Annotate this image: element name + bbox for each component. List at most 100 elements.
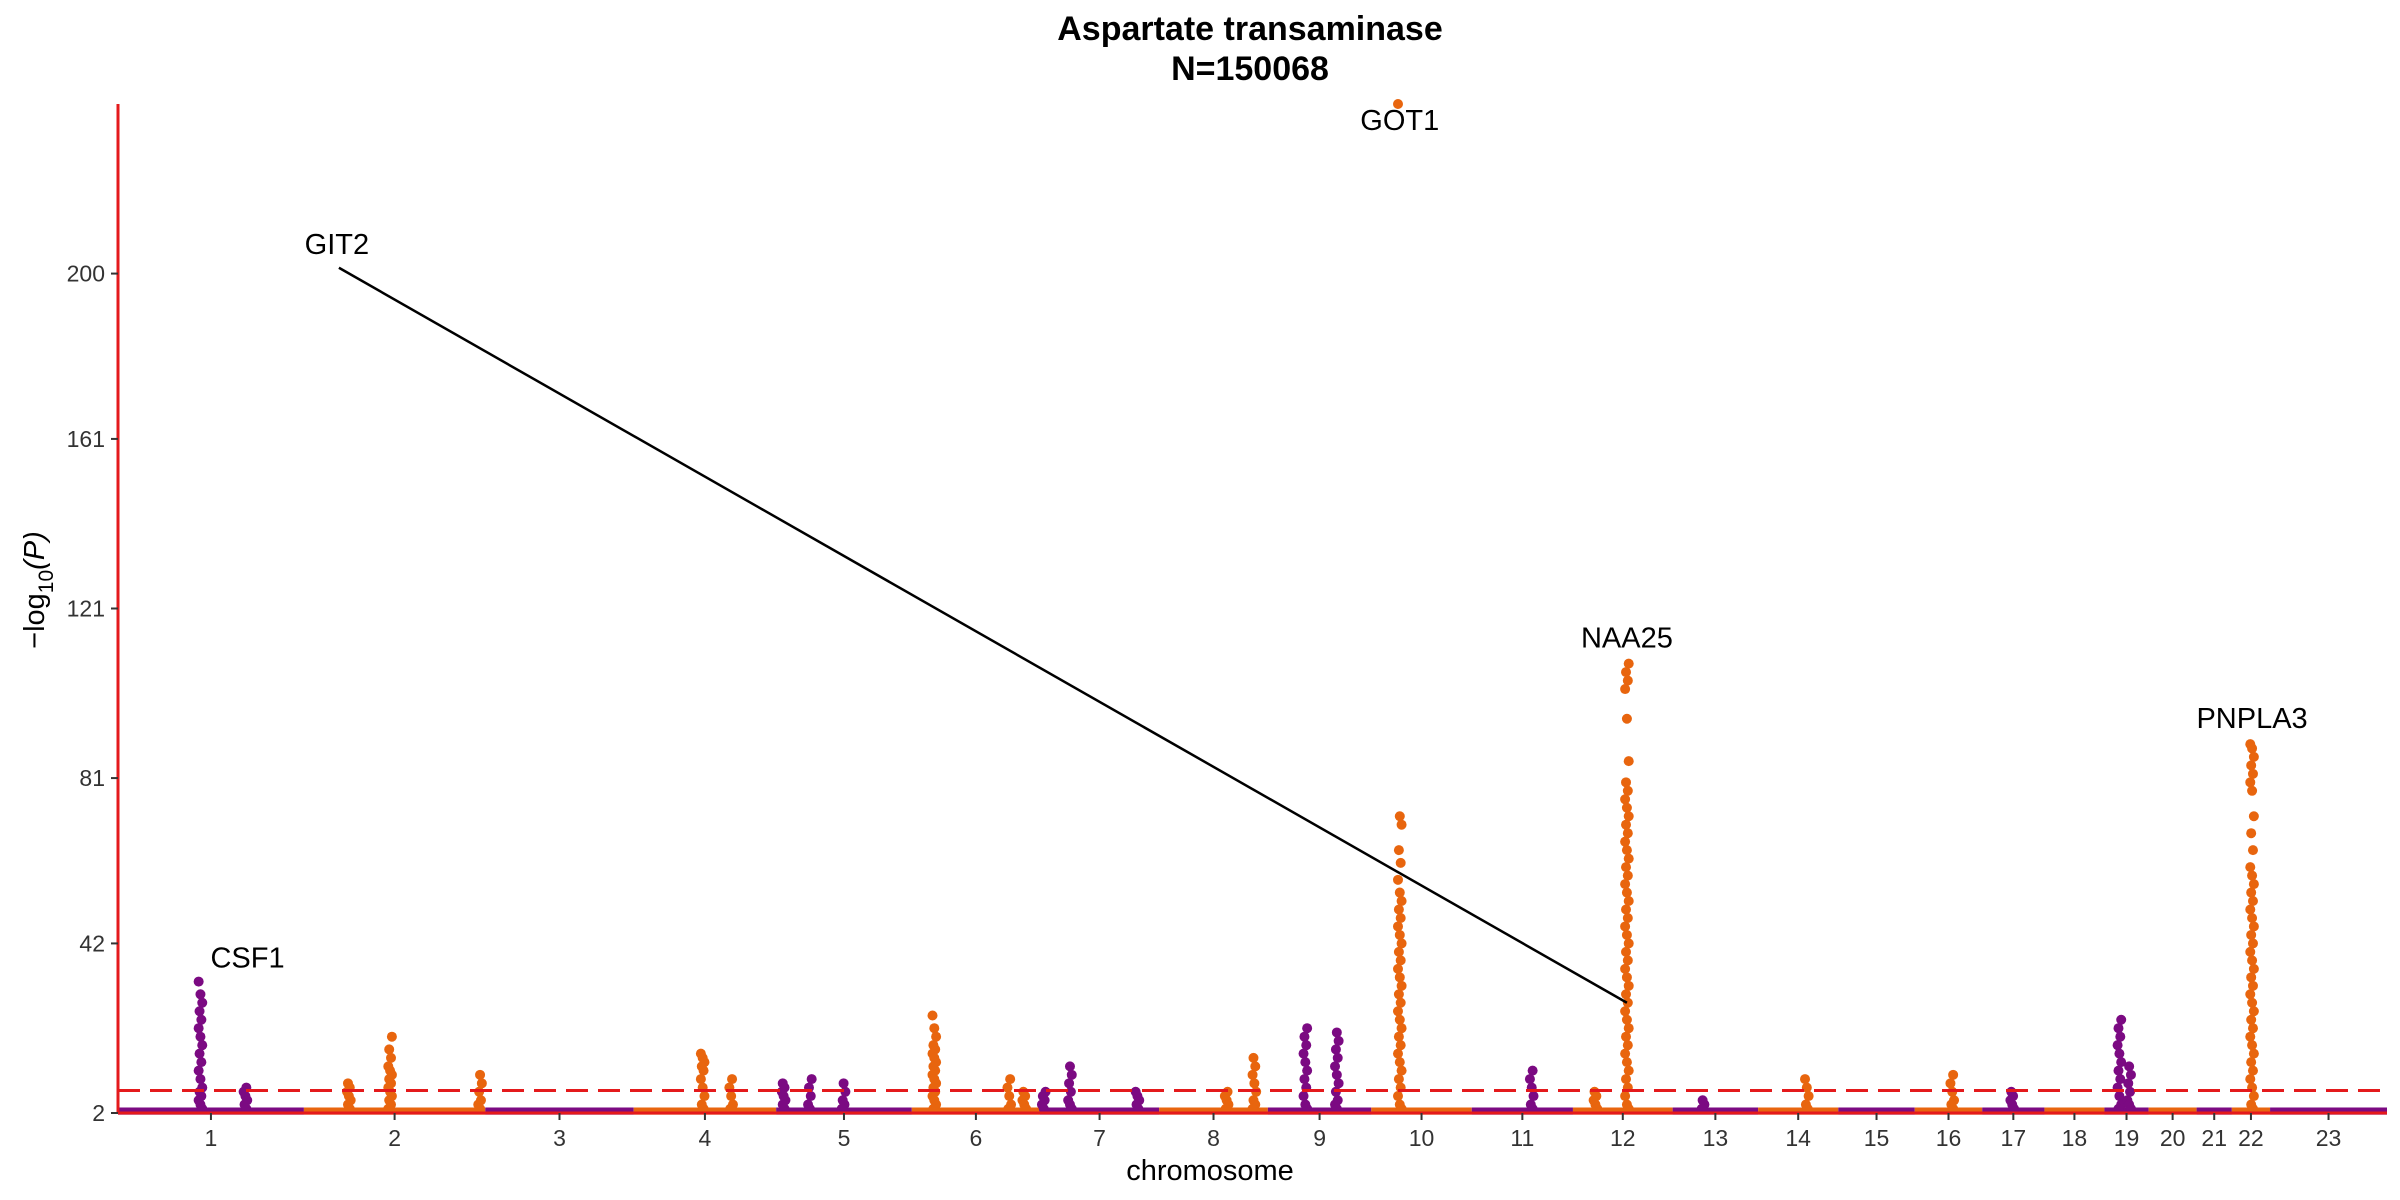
snp-point: [1802, 1103, 1813, 1114]
gene-label-git2: GIT2: [305, 229, 369, 261]
snp-point: [1392, 921, 1403, 932]
snp-point: [241, 1103, 252, 1114]
chromosome-band-14: [1758, 1107, 1839, 1115]
snp-point: [2248, 921, 2259, 932]
snp-point: [1620, 879, 1631, 890]
snp-point: [1396, 819, 1407, 830]
snp-point: [1623, 896, 1634, 907]
snp-point: [1621, 946, 1632, 957]
y-tick-label: 2: [92, 1100, 105, 1126]
snp-point: [1620, 836, 1631, 847]
snp-point: [195, 989, 206, 1000]
snp-point: [1621, 887, 1632, 898]
snp-point: [1394, 1057, 1405, 1068]
gene-label-naa25: NAA25: [1581, 623, 1673, 655]
snp-point: [1621, 929, 1632, 940]
snp-point: [1298, 1091, 1309, 1102]
snp-point: [1247, 1069, 1258, 1080]
snp-point: [2247, 768, 2258, 779]
snp-point: [1298, 1048, 1309, 1059]
snp-point: [1393, 845, 1404, 856]
snp-point: [1396, 896, 1407, 907]
snp-point: [2247, 870, 2258, 881]
snp-point: [1392, 1048, 1403, 1059]
gene-label-got1: GOT1: [1360, 105, 1439, 137]
x-tick-label-chr-10: 10: [1409, 1125, 1435, 1151]
snp-point: [1331, 1027, 1342, 1038]
snp-point: [1621, 862, 1632, 873]
snp-point: [1621, 904, 1632, 915]
snp-point: [1945, 1078, 1956, 1089]
snp-point: [2246, 1057, 2257, 1068]
snp-point: [1803, 1091, 1814, 1102]
snp-point: [1623, 811, 1634, 822]
snp-point: [193, 976, 204, 987]
snp-point: [2245, 862, 2256, 873]
snp-point: [1527, 1065, 1538, 1076]
chromosome-band-19: [2104, 1107, 2149, 1115]
snp-point: [1621, 777, 1632, 788]
snp-point: [1332, 1052, 1343, 1063]
snp-point: [1622, 828, 1633, 839]
snp-point: [1621, 713, 1632, 724]
snp-point: [344, 1103, 355, 1114]
snp-point: [1620, 1091, 1631, 1102]
y-axis-title: −log10(P): [19, 531, 58, 649]
snp-point: [2112, 1040, 2123, 1051]
snp-point: [1621, 1057, 1632, 1068]
y-tick-label: 121: [67, 596, 105, 622]
snp-point: [1623, 938, 1634, 949]
snp-point: [927, 1010, 938, 1021]
snp-point: [805, 1091, 816, 1102]
snp-point: [384, 1044, 395, 1055]
snp-point: [725, 1103, 736, 1114]
snp-point: [1247, 1103, 1258, 1114]
snp-point: [2125, 1103, 2136, 1114]
snp-point: [193, 1023, 204, 1034]
snp-point: [931, 1031, 942, 1042]
snp-point: [2248, 879, 2259, 890]
x-tick-label-chr-9: 9: [1313, 1125, 1326, 1151]
y-tick-label: 81: [79, 765, 105, 791]
snp-point: [2247, 785, 2258, 796]
snp-point: [1065, 1086, 1076, 1097]
snp-point: [1621, 1031, 1632, 1042]
chromosome-band-13: [1672, 1107, 1759, 1115]
snp-point: [2246, 828, 2257, 839]
snp-point: [1800, 1074, 1811, 1085]
snp-point: [1621, 972, 1632, 983]
snp-point: [698, 1065, 709, 1076]
snp-point: [1623, 1065, 1634, 1076]
chromosome-band-18: [2044, 1107, 2105, 1115]
snp-point: [1620, 921, 1631, 932]
snp-point: [196, 1014, 207, 1025]
snp-point: [1302, 1023, 1313, 1034]
snp-point: [1394, 1014, 1405, 1025]
snp-point: [1248, 1052, 1259, 1063]
snp-point: [1394, 887, 1405, 898]
snp-point: [2247, 912, 2258, 923]
y-axis-title-tail: (P): [19, 531, 51, 570]
x-tick-label-chr-15: 15: [1864, 1125, 1890, 1151]
snp-point: [1064, 1078, 1075, 1089]
snp-point: [1623, 658, 1634, 669]
snp-point: [1620, 963, 1631, 974]
x-tick-label-chr-16: 16: [1936, 1125, 1962, 1151]
snp-point: [196, 1057, 207, 1068]
snp-point: [1621, 819, 1632, 830]
snp-point: [1220, 1103, 1231, 1114]
snp-point: [2248, 811, 2259, 822]
annotation-layer: CSF1 GIT2 GOT1 NAA25 PNPLA3: [210, 105, 2308, 1004]
snp-point: [1393, 1074, 1404, 1085]
snp-point: [194, 1006, 205, 1017]
snp-point: [2124, 1061, 2135, 1072]
snp-point: [1621, 802, 1632, 813]
snp-point: [836, 1103, 847, 1114]
snp-point: [1299, 1074, 1310, 1085]
snp-point: [1620, 684, 1631, 695]
gene-label-csf1: CSF1: [210, 943, 284, 975]
chart-title: Aspartate transaminase: [1057, 10, 1443, 48]
snp-point: [1621, 1074, 1632, 1085]
snp-point: [1396, 938, 1407, 949]
chart-subtitle: N=150068: [1171, 50, 1329, 88]
